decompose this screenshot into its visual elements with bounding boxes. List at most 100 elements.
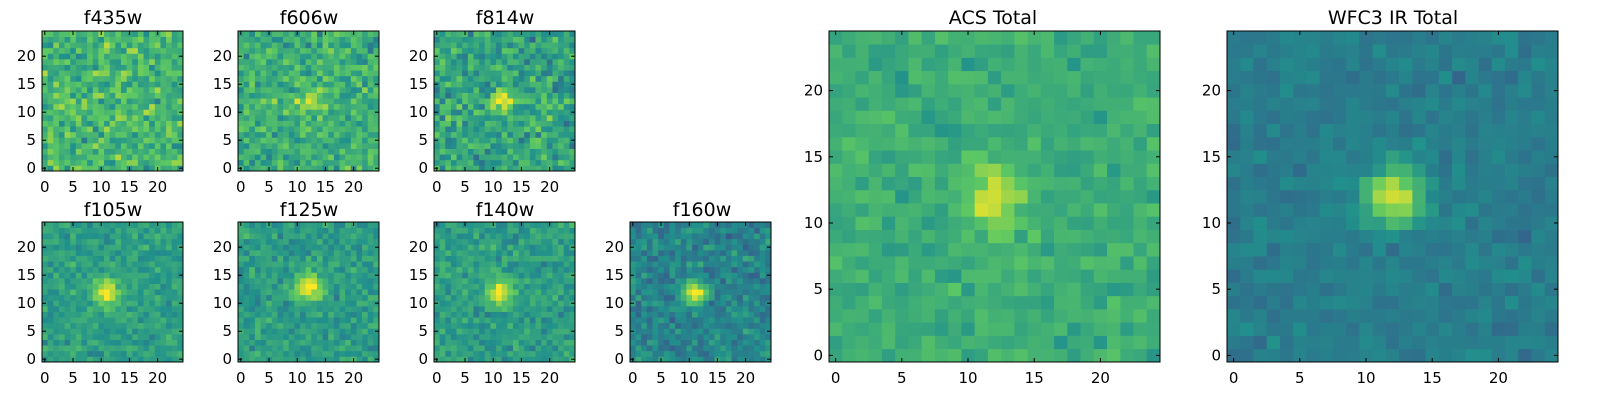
- x-tick-label: 20: [148, 369, 167, 387]
- heatmap-cell: [1001, 322, 1015, 336]
- heatmap-cell: [742, 311, 749, 318]
- heatmap-cell: [92, 255, 99, 262]
- heatmap-cell: [149, 250, 156, 256]
- heatmap-cell: [132, 345, 139, 352]
- heatmap-cell: [171, 42, 178, 49]
- x-tick-label: 0: [40, 369, 50, 387]
- heatmap-cell: [473, 70, 480, 77]
- heatmap-cell: [75, 233, 82, 240]
- heatmap-cell: [974, 269, 989, 283]
- heatmap-cell: [479, 165, 486, 172]
- heatmap-cell: [467, 334, 474, 340]
- heatmap-cell: [697, 250, 704, 256]
- heatmap-cell: [1080, 216, 1095, 230]
- heatmap-cell: [496, 92, 503, 99]
- heatmap-cell: [829, 269, 843, 283]
- heatmap-cell: [535, 143, 542, 149]
- heatmap-cell: [546, 350, 553, 357]
- heatmap-cell: [316, 300, 323, 307]
- heatmap-cell: [456, 222, 463, 228]
- heatmap-cell: [356, 227, 363, 234]
- heatmap-cell: [104, 70, 111, 77]
- heatmap-cell: [569, 159, 576, 166]
- panel-title: f105w: [84, 199, 143, 221]
- heatmap-cell: [630, 261, 636, 268]
- axes-frame: [629, 221, 772, 363]
- heatmap-cell: [445, 356, 452, 363]
- heatmap-cell: [445, 154, 452, 161]
- heatmap-cell: [350, 266, 357, 273]
- heatmap-cell: [541, 103, 548, 110]
- heatmap-cell: [81, 339, 88, 346]
- heatmap-cell: [473, 87, 480, 93]
- heatmap-cell: [283, 356, 290, 363]
- heatmap-cell: [137, 317, 144, 324]
- heatmap-cell: [507, 137, 514, 144]
- heatmap-cell: [300, 266, 307, 273]
- heatmap-cell: [115, 227, 122, 234]
- heatmap-cell: [350, 227, 357, 234]
- heatmap-cell: [765, 306, 772, 312]
- heatmap-cell: [635, 233, 642, 240]
- heatmap-cell: [541, 300, 548, 307]
- heatmap-cell: [328, 59, 335, 65]
- heatmap-cell: [748, 227, 755, 234]
- heatmap-cell: [725, 350, 732, 357]
- heatmap-cell: [569, 283, 576, 290]
- heatmap-cell: [652, 306, 659, 312]
- heatmap-cell: [450, 255, 457, 262]
- heatmap-cell: [266, 289, 273, 296]
- heatmap-cell: [467, 356, 474, 363]
- heatmap-cell: [1040, 229, 1055, 244]
- heatmap-cell: [115, 70, 122, 77]
- heatmap-cell: [456, 283, 463, 290]
- heatmap-cell: [467, 294, 474, 301]
- heatmap-cell: [1001, 203, 1015, 217]
- heatmap-cell: [748, 261, 755, 268]
- heatmap-cell: [714, 278, 721, 284]
- heatmap-cell: [356, 98, 363, 105]
- heatmap-cell: [908, 163, 923, 177]
- heatmap-cell: [974, 282, 989, 297]
- heatmap-cell: [294, 98, 301, 105]
- heatmap-cell: [238, 47, 244, 54]
- heatmap-cell: [260, 159, 267, 166]
- heatmap-cell: [635, 244, 642, 251]
- heatmap-cell: [294, 227, 301, 234]
- heatmap-cell: [663, 339, 670, 346]
- heatmap-cell: [541, 306, 548, 312]
- heatmap-cell: [456, 53, 463, 60]
- heatmap-cell: [294, 120, 301, 127]
- heatmap-cell: [563, 154, 570, 161]
- heatmap-cell: [260, 131, 267, 138]
- heatmap-cell: [692, 294, 699, 301]
- heatmap-cell: [271, 137, 278, 144]
- heatmap-cell: [450, 126, 457, 133]
- heatmap-cell: [658, 255, 665, 262]
- heatmap-cell: [765, 294, 772, 301]
- heatmap-cell: [277, 75, 284, 82]
- heatmap-cell: [109, 300, 116, 307]
- heatmap-cell: [473, 165, 480, 172]
- heatmap-cell: [260, 300, 267, 307]
- heatmap-cell: [345, 53, 352, 60]
- y-tick-label: 5: [418, 131, 428, 149]
- heatmap-cell: [322, 322, 329, 329]
- heatmap-cell: [356, 126, 363, 133]
- heatmap-cell: [350, 311, 357, 318]
- heatmap-cell: [558, 137, 565, 144]
- heatmap-cell: [126, 283, 133, 290]
- heatmap-cell: [260, 42, 267, 49]
- heatmap-cell: [109, 266, 116, 273]
- heatmap-cell: [160, 350, 167, 357]
- heatmap-cell: [53, 350, 60, 357]
- heatmap-cell: [512, 266, 519, 273]
- y-tick-label: 15: [605, 266, 624, 284]
- heatmap-cell: [322, 148, 329, 155]
- heatmap-cells: [434, 31, 576, 172]
- heatmap-cell: [496, 131, 503, 138]
- heatmap-cell: [132, 356, 139, 363]
- heatmap-cell: [479, 334, 486, 340]
- heatmap-cell: [467, 53, 474, 60]
- heatmap-cell: [322, 266, 329, 273]
